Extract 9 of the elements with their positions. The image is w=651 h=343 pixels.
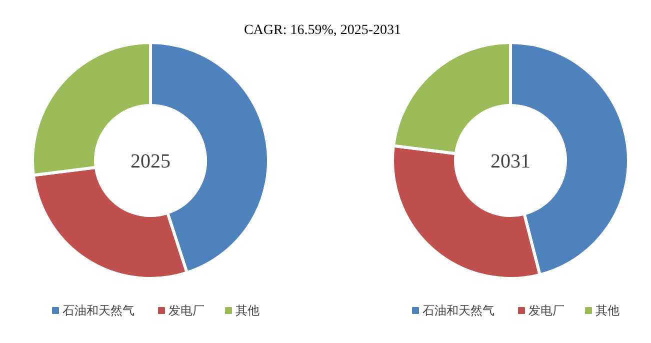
legend-label: 石油和天然气 — [422, 304, 494, 318]
legend-label: 石油和天然气 — [62, 304, 134, 318]
legend-label: 发电厂 — [528, 304, 564, 318]
legend-label: 发电厂 — [168, 304, 204, 318]
text: 2025 — [130, 150, 170, 172]
text: 2031 — [490, 150, 530, 172]
legend-label: 其他 — [236, 304, 260, 318]
text: CAGR: 16.59%, 2025-2031 — [244, 23, 402, 38]
legend-label: 其他 — [596, 304, 620, 318]
